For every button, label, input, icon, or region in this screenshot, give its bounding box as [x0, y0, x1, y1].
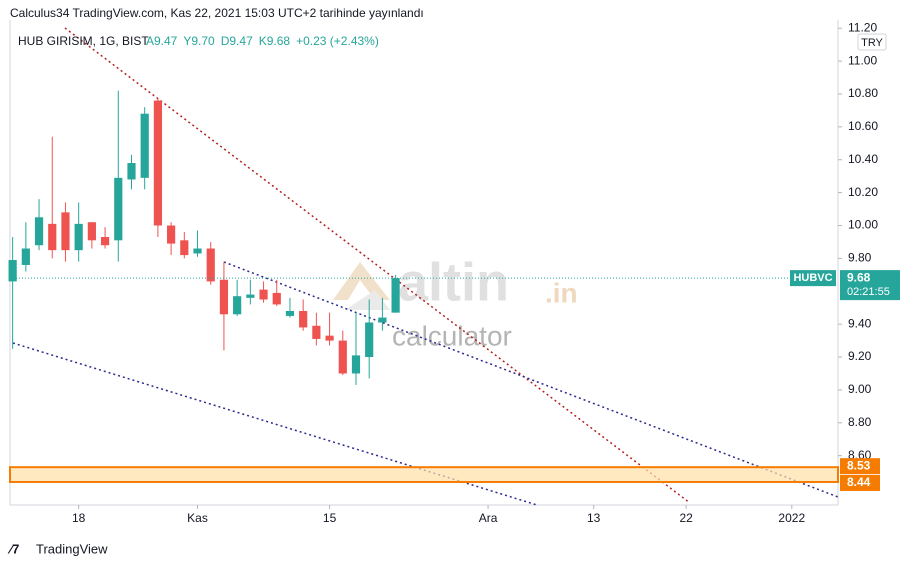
- x-tick-label: Ara: [479, 511, 498, 525]
- zone-label: 8.44: [847, 475, 871, 489]
- candle-body: [299, 311, 308, 328]
- trend-line: [64, 27, 691, 504]
- candle-body: [351, 355, 361, 374]
- candle-body: [87, 222, 96, 241]
- y-tick-label: 10.00: [848, 218, 878, 232]
- y-tick-label: 9.40: [848, 316, 872, 330]
- candle-body: [34, 217, 44, 246]
- symbol-tag: HUBVC: [793, 272, 832, 284]
- legend-symbol: HUB GIRISIM, 1G, BIST: [18, 34, 149, 48]
- candle-body: [180, 240, 189, 256]
- candle-body: [48, 223, 57, 251]
- x-tick-label: 13: [587, 511, 601, 525]
- candle-body: [378, 317, 387, 323]
- y-tick-label: 10.40: [848, 152, 878, 166]
- x-tick-label: Kas: [187, 511, 208, 525]
- x-tick-label: 2022: [778, 511, 805, 525]
- candle-body: [246, 294, 255, 298]
- candle-body: [365, 322, 374, 358]
- candle-body: [140, 113, 149, 178]
- watermark: altin .in calculator: [333, 252, 578, 351]
- candle-body: [127, 163, 136, 180]
- candle-body: [285, 311, 295, 316]
- price-label-box: [840, 270, 900, 301]
- candle-body: [259, 289, 268, 300]
- candle-body: [272, 292, 281, 305]
- zone-label: 8.53: [847, 458, 871, 472]
- legend-change: +0.23 (+2.43%): [296, 34, 379, 48]
- candle-body: [233, 296, 242, 315]
- y-tick-label: 10.60: [848, 119, 878, 133]
- zone-label-box: [840, 458, 880, 475]
- candle-body: [325, 335, 334, 341]
- watermark-suffix: .in: [545, 277, 578, 308]
- y-tick-label: 10.80: [848, 86, 878, 100]
- legend-item: Y9.70: [183, 34, 215, 48]
- legend-item: A9.47: [146, 34, 178, 48]
- candle-body: [61, 212, 70, 251]
- watermark-sub: calculator: [392, 320, 512, 351]
- y-tick-label: 11.00: [848, 53, 877, 67]
- zone: [9, 466, 839, 483]
- legend-item: D9.47: [221, 34, 253, 48]
- symbol-tag-box: [790, 270, 836, 287]
- y-tick-label: 10.20: [848, 185, 878, 199]
- y-tick-label: 9.20: [848, 349, 872, 363]
- zone-label-box: [840, 474, 880, 491]
- y-tick-label: 11.20: [848, 20, 877, 34]
- candle-body: [8, 260, 17, 282]
- candle-body: [21, 248, 30, 265]
- candle-body: [193, 248, 202, 254]
- currency: TRY: [861, 37, 883, 49]
- footer: TradingView: [36, 541, 108, 556]
- currency-badge: [857, 33, 887, 51]
- candle-body: [312, 325, 321, 339]
- candle-body: [391, 278, 400, 313]
- header: Calculus34 TradingView.com, Kas 22, 2021…: [10, 6, 424, 20]
- legend-item: K9.68: [259, 34, 291, 48]
- candle-body: [338, 340, 347, 374]
- candle-body: [153, 100, 162, 226]
- x-tick-label: 22: [679, 511, 693, 525]
- x-tick-label: 15: [323, 511, 337, 525]
- candle-body: [167, 225, 176, 244]
- countdown: 02:21:55: [847, 286, 890, 298]
- candle-body: [206, 248, 215, 282]
- legend-values: A9.47 Y9.70 D9.47 K9.68 +0.23 (+2.43%): [146, 34, 379, 48]
- y-tick-label: 9.00: [848, 382, 872, 396]
- watermark-logo: [333, 262, 390, 300]
- candle-body: [219, 279, 229, 315]
- y-tick-label: 8.80: [848, 415, 872, 429]
- price-label: 9.68: [847, 270, 871, 284]
- trend-line: [12, 342, 538, 506]
- watermark-brand: altin: [398, 252, 509, 312]
- x-tick-label: 18: [72, 511, 86, 525]
- footer-logo: ⁄7: [7, 541, 19, 556]
- watermark-logo: [345, 290, 390, 310]
- candle-body: [74, 223, 83, 251]
- candle-body: [100, 237, 110, 246]
- candle-body: [114, 177, 123, 241]
- y-tick-label: 9.80: [848, 251, 872, 265]
